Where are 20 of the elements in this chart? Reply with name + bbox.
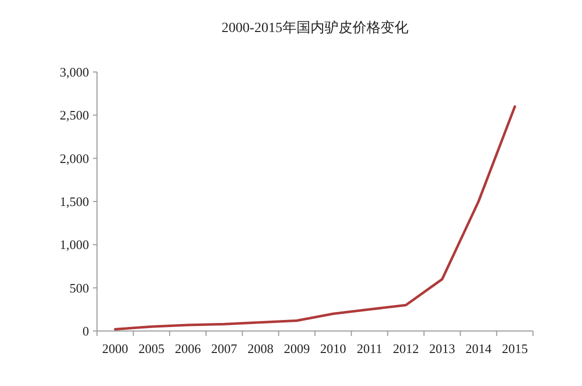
y-tick-label: 3,000	[60, 64, 89, 80]
x-tick-label: 2007	[211, 341, 238, 356]
x-tick-label: 2005	[138, 341, 164, 356]
x-tick-label: 2000	[102, 341, 128, 356]
x-tick-label: 2010	[320, 341, 346, 356]
y-tick-label: 2,000	[60, 150, 89, 166]
x-tick-label: 2006	[174, 341, 202, 356]
y-tick-label: 1,500	[60, 194, 89, 209]
x-tick-label: 2009	[284, 341, 310, 356]
x-tick-label: 2014	[466, 341, 492, 356]
y-tick-label: 1,000	[60, 237, 89, 252]
x-tick-label: 2013	[429, 341, 456, 356]
x-tick-label: 2015	[502, 341, 528, 356]
y-tick-label: 0	[82, 324, 89, 338]
x-tick-label: 2012	[392, 341, 419, 356]
x-tick-label: 2011	[356, 341, 382, 356]
x-tick-label: 2008	[248, 341, 274, 356]
y-tick-label: 500	[70, 280, 89, 296]
title: 2000-2015年国内驴皮价格变化	[222, 21, 408, 36]
y-tick-label: 2,500	[60, 108, 89, 123]
